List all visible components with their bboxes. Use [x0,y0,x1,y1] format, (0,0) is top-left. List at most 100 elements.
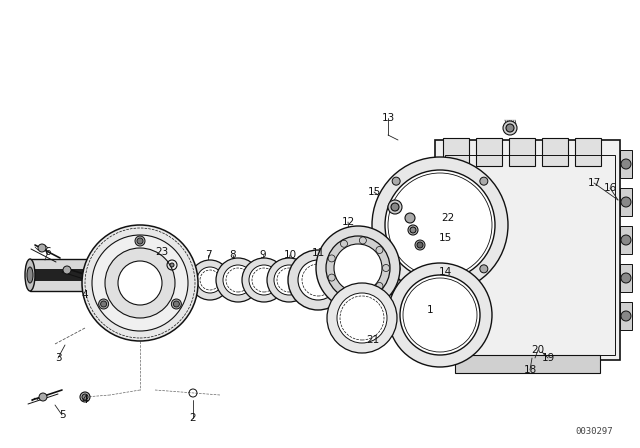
Circle shape [242,258,286,302]
Circle shape [327,283,397,353]
Circle shape [100,301,107,307]
Circle shape [408,225,418,235]
Circle shape [118,261,162,305]
Text: 2: 2 [189,413,196,423]
Circle shape [216,258,260,302]
Bar [575,138,601,166]
Circle shape [621,311,631,321]
Text: 10: 10 [284,250,296,260]
Circle shape [506,124,514,132]
Text: 18: 18 [524,365,536,375]
Circle shape [334,244,382,292]
Text: 0030297: 0030297 [575,427,612,436]
Text: 16: 16 [604,183,616,193]
Text: 21: 21 [366,335,380,345]
Circle shape [480,177,488,185]
Circle shape [197,267,223,293]
Text: 7: 7 [205,250,211,260]
Circle shape [410,227,416,233]
Text: 9: 9 [260,250,266,260]
Text: 14: 14 [438,267,452,277]
Circle shape [372,157,508,293]
Text: 4: 4 [82,290,88,300]
Text: 8: 8 [230,250,236,260]
Circle shape [92,235,188,331]
Circle shape [340,289,348,296]
Circle shape [173,301,179,307]
Circle shape [135,236,145,246]
Bar [435,140,620,360]
Text: 6: 6 [45,247,51,257]
Bar [509,138,535,166]
Circle shape [137,238,143,244]
Circle shape [105,248,175,318]
Circle shape [63,266,71,274]
Circle shape [328,274,335,281]
Bar [542,138,568,166]
Circle shape [388,263,492,367]
Circle shape [316,226,400,310]
Text: 23: 23 [156,247,168,257]
Bar [620,150,632,178]
Ellipse shape [27,267,33,283]
Text: 4: 4 [82,395,88,405]
Text: 20: 20 [531,345,545,355]
Circle shape [392,265,400,273]
Circle shape [340,240,348,247]
Circle shape [39,393,47,401]
Text: 3: 3 [54,353,61,363]
Circle shape [337,293,387,343]
Text: 13: 13 [381,113,395,123]
Text: 17: 17 [588,178,600,188]
Circle shape [274,265,304,295]
Text: 19: 19 [541,353,555,363]
Bar [155,266,435,294]
Text: 1: 1 [427,305,433,315]
Circle shape [80,392,90,402]
Text: 5: 5 [59,410,65,420]
Circle shape [376,246,383,254]
Circle shape [385,170,495,280]
Bar [620,226,632,254]
Circle shape [621,273,631,283]
Circle shape [391,203,399,211]
Circle shape [400,275,480,355]
Circle shape [223,265,253,295]
Text: 22: 22 [442,213,454,223]
Bar [620,302,632,330]
Circle shape [326,236,390,300]
Text: 15: 15 [367,187,381,197]
Circle shape [415,240,425,250]
Circle shape [405,213,415,223]
Circle shape [288,250,348,310]
Text: 11: 11 [312,248,324,258]
Circle shape [503,121,517,135]
Bar [443,138,469,166]
Text: 15: 15 [438,233,452,243]
Bar [455,355,600,373]
Bar [620,188,632,216]
Text: 12: 12 [341,217,355,227]
Circle shape [360,237,366,244]
Bar [32,269,132,281]
Bar [620,264,632,292]
Circle shape [99,299,109,309]
Circle shape [82,394,88,400]
Circle shape [360,292,366,299]
Ellipse shape [25,259,35,291]
Circle shape [170,263,174,267]
Bar [445,155,615,355]
Circle shape [249,265,279,295]
Bar [476,138,502,166]
Circle shape [38,244,46,252]
Circle shape [383,264,390,271]
Circle shape [621,235,631,245]
Circle shape [298,260,338,300]
Bar [30,259,130,291]
Circle shape [621,159,631,169]
Circle shape [621,197,631,207]
Circle shape [388,200,402,214]
Circle shape [328,255,335,262]
Circle shape [82,225,198,341]
Circle shape [172,299,181,309]
